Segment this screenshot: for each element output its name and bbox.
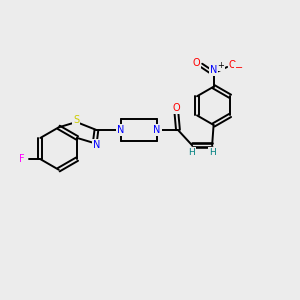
Text: H: H (188, 148, 195, 157)
Text: O: O (229, 60, 236, 70)
Text: F: F (19, 154, 25, 164)
Text: N: N (153, 125, 161, 135)
Text: O: O (173, 103, 180, 113)
Text: S: S (73, 115, 80, 125)
Text: +: + (218, 61, 224, 70)
Text: −: − (236, 63, 244, 74)
Text: N: N (210, 65, 217, 76)
Text: N: N (93, 140, 101, 150)
Text: N: N (118, 125, 125, 135)
Text: H: H (209, 148, 216, 157)
Text: O: O (192, 58, 200, 68)
